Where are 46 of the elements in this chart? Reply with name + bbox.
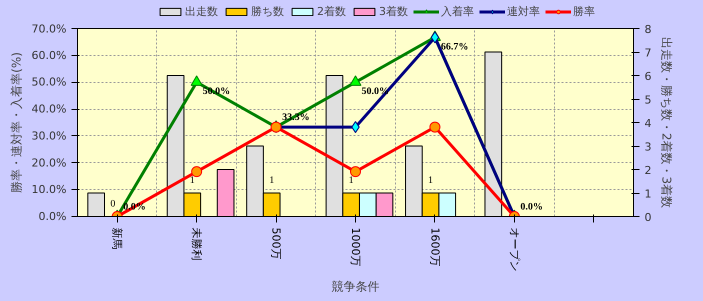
x-tick-label: 未勝利 — [190, 228, 204, 260]
y2-tick-label: 0 — [644, 211, 652, 224]
y2-tick-label: 4 — [644, 117, 652, 130]
legend-label: 勝ち数 — [251, 4, 284, 19]
legend-label: 連対率 — [507, 4, 540, 19]
legend-label: 2着数 — [317, 4, 346, 19]
legend-label: 入着率 — [441, 4, 474, 19]
x-tick-label: オープン — [508, 228, 521, 272]
legend-label: 勝率 — [573, 4, 595, 19]
y-tick-label: 50.0% — [32, 76, 67, 89]
y-tick-label: 70.0% — [32, 22, 67, 36]
y2-tick-label: 6 — [644, 70, 652, 83]
data-label: 1 — [190, 175, 195, 186]
y2-tick-label: 8 — [644, 23, 652, 36]
point — [429, 122, 440, 133]
x-axis-title: 競争条件 — [332, 280, 380, 294]
y2-tick-label: 5 — [644, 94, 652, 106]
y-tick-label: 20.0% — [32, 156, 67, 170]
point — [350, 75, 362, 86]
data-label: 1 — [269, 175, 274, 186]
data-label: 1 — [428, 175, 434, 186]
point — [191, 166, 202, 178]
y-tick-label: 60.0% — [32, 48, 67, 62]
y2-tick-label: 2 — [644, 164, 652, 177]
y-axis-title: 勝率・連対率・入着率(%) — [10, 52, 24, 193]
x-tick-label: 500万 — [270, 228, 283, 260]
y2-tick-label: 1 — [644, 188, 652, 200]
y-tick-label: 10.0% — [32, 183, 67, 196]
x-tick-label: 1000万 — [349, 228, 362, 266]
y-tick-label: 40.0% — [32, 102, 67, 116]
y2-tick-label: 3 — [644, 140, 652, 154]
data-label: 0 — [110, 198, 116, 210]
legend-label: 3着数 — [379, 4, 408, 19]
y2-axis-title: 出走数・勝ち数・2着数・3着数 — [660, 36, 674, 208]
point — [351, 121, 360, 134]
legend-label: 出走数 — [185, 4, 218, 19]
y-tick-label: 0.0% — [38, 210, 67, 223]
x-tick-label: 1600万 — [428, 228, 442, 266]
x-tick-label: 新馬 — [110, 228, 124, 250]
point — [350, 166, 361, 178]
data-label: 66.7% — [440, 41, 468, 52]
point — [190, 75, 203, 86]
y2-tick-label: 7 — [644, 46, 652, 60]
data-label: 1 — [348, 175, 354, 186]
y-tick-label: 30.0% — [32, 129, 67, 142]
data-label: 0.0% — [520, 202, 543, 212]
